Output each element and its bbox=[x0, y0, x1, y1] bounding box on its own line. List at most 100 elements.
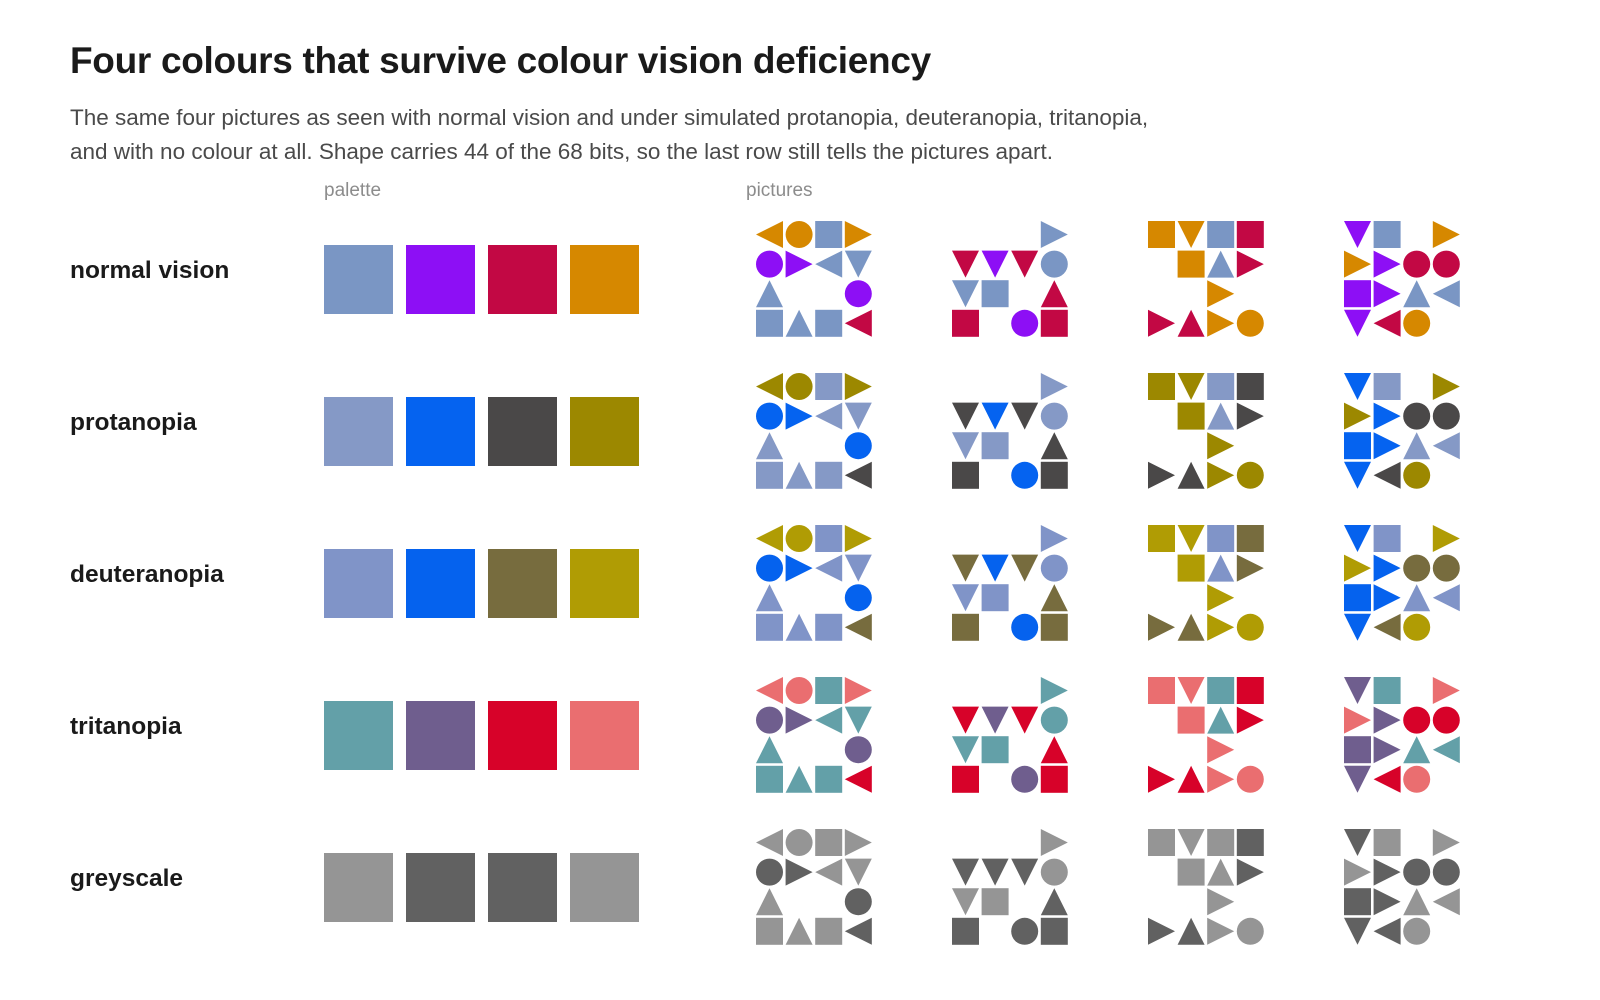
triangle-right-glyph bbox=[1344, 554, 1371, 582]
triangle-down-glyph bbox=[1344, 461, 1371, 489]
circle-glyph bbox=[1403, 402, 1431, 430]
square-glyph bbox=[952, 765, 979, 793]
palette-swatch-protanopia-4 bbox=[570, 397, 639, 466]
picture-2-greyscale bbox=[952, 829, 1068, 945]
circle-glyph bbox=[1403, 554, 1431, 582]
triangle-down-glyph bbox=[1344, 917, 1371, 945]
square-glyph bbox=[981, 432, 1009, 460]
triangle-right-glyph bbox=[1040, 677, 1068, 704]
triangle-right-glyph bbox=[1040, 525, 1068, 552]
palette-swatch-protanopia-3 bbox=[488, 397, 557, 466]
circle-glyph bbox=[1403, 309, 1431, 337]
triangle-down-glyph bbox=[952, 432, 979, 460]
triangle-right-glyph bbox=[785, 250, 813, 278]
palette-swatch-protanopia-1 bbox=[324, 397, 393, 466]
triangle-down-glyph bbox=[952, 554, 979, 582]
palette-swatch-deuteranopia-4 bbox=[570, 549, 639, 618]
circle-glyph bbox=[1040, 250, 1068, 278]
picture-2-tritanopia bbox=[952, 677, 1068, 793]
triangle-right-glyph bbox=[1344, 402, 1371, 430]
square-glyph bbox=[1040, 765, 1068, 793]
square-glyph bbox=[981, 584, 1009, 612]
triangle-up-glyph bbox=[1403, 432, 1431, 460]
triangle-left-glyph bbox=[1432, 736, 1460, 764]
circle-glyph bbox=[844, 280, 872, 308]
palette-swatch-protanopia-2 bbox=[406, 397, 475, 466]
palette-swatch-normal-vision-2 bbox=[406, 245, 475, 314]
triangle-down-glyph bbox=[952, 280, 979, 308]
triangle-up-glyph bbox=[1207, 402, 1235, 430]
row-label-normal-vision: normal vision bbox=[70, 257, 230, 284]
triangle-down-glyph bbox=[844, 706, 872, 734]
triangle-right-glyph bbox=[785, 706, 813, 734]
triangle-down-glyph bbox=[952, 706, 979, 734]
square-glyph bbox=[815, 765, 843, 793]
triangle-down-glyph bbox=[1344, 677, 1371, 704]
subtitle-line-2: and with no colour at all. Shape carries… bbox=[70, 138, 1054, 164]
triangle-right-glyph bbox=[844, 829, 872, 856]
square-glyph bbox=[1373, 221, 1401, 248]
triangle-right-glyph bbox=[1040, 373, 1068, 400]
square-glyph bbox=[815, 525, 843, 552]
triangle-up-glyph bbox=[756, 280, 783, 308]
triangle-down-glyph bbox=[952, 858, 979, 886]
triangle-down-glyph bbox=[981, 554, 1009, 582]
square-glyph bbox=[1344, 736, 1371, 764]
triangle-down-glyph bbox=[844, 858, 872, 886]
triangle-up-glyph bbox=[1040, 888, 1068, 916]
palette-swatch-greyscale-4 bbox=[570, 853, 639, 922]
triangle-right-glyph bbox=[1432, 373, 1460, 400]
triangle-left-glyph bbox=[844, 461, 872, 489]
square-glyph bbox=[1177, 402, 1205, 430]
square-glyph bbox=[1040, 461, 1068, 489]
picture-4-tritanopia bbox=[1344, 677, 1460, 793]
triangle-up-glyph bbox=[756, 584, 783, 612]
triangle-right-glyph bbox=[1040, 221, 1068, 248]
triangle-right-glyph bbox=[1207, 888, 1235, 916]
picture-2-deuteranopia bbox=[952, 525, 1068, 641]
triangle-right-glyph bbox=[785, 402, 813, 430]
palette-swatch-normal-vision-1 bbox=[324, 245, 393, 314]
square-glyph bbox=[1207, 373, 1235, 400]
square-glyph bbox=[815, 461, 843, 489]
triangle-down-glyph bbox=[952, 888, 979, 916]
square-glyph bbox=[1148, 677, 1175, 704]
square-glyph bbox=[981, 280, 1009, 308]
square-glyph bbox=[1207, 829, 1235, 856]
triangle-right-glyph bbox=[1207, 309, 1235, 337]
square-glyph bbox=[1040, 309, 1068, 337]
picture-2-protanopia bbox=[952, 373, 1068, 489]
palette-swatch-tritanopia-4 bbox=[570, 701, 639, 770]
square-glyph bbox=[815, 917, 843, 945]
palette-swatch-deuteranopia-1 bbox=[324, 549, 393, 618]
palette-swatch-normal-vision-3 bbox=[488, 245, 557, 314]
triangle-right-glyph bbox=[1373, 888, 1401, 916]
picture-3-greyscale bbox=[1148, 829, 1264, 945]
circle-glyph bbox=[785, 525, 813, 552]
triangle-right-glyph bbox=[1373, 584, 1401, 612]
picture-4-deuteranopia bbox=[1344, 525, 1460, 641]
triangle-right-glyph bbox=[1236, 402, 1264, 430]
square-glyph bbox=[1344, 432, 1371, 460]
page-title: Four colours that survive colour vision … bbox=[70, 40, 931, 81]
pictures-column-header: pictures bbox=[746, 180, 813, 201]
square-glyph bbox=[1148, 829, 1175, 856]
row-label-greyscale: greyscale bbox=[70, 865, 184, 892]
square-glyph bbox=[1373, 677, 1401, 704]
square-glyph bbox=[1040, 613, 1068, 641]
triangle-right-glyph bbox=[1344, 250, 1371, 278]
triangle-left-glyph bbox=[844, 917, 872, 945]
triangle-right-glyph bbox=[1373, 432, 1401, 460]
triangle-right-glyph bbox=[1344, 858, 1371, 886]
circle-glyph bbox=[1040, 858, 1068, 886]
triangle-left-glyph bbox=[844, 765, 872, 793]
circle-glyph bbox=[1432, 402, 1460, 430]
triangle-right-glyph bbox=[1207, 613, 1235, 641]
circle-glyph bbox=[844, 736, 872, 764]
triangle-left-glyph bbox=[815, 706, 843, 734]
triangle-left-glyph bbox=[1432, 432, 1460, 460]
circle-glyph bbox=[1236, 917, 1264, 945]
picture-1-normal-vision bbox=[756, 221, 872, 337]
triangle-right-glyph bbox=[1148, 309, 1175, 337]
